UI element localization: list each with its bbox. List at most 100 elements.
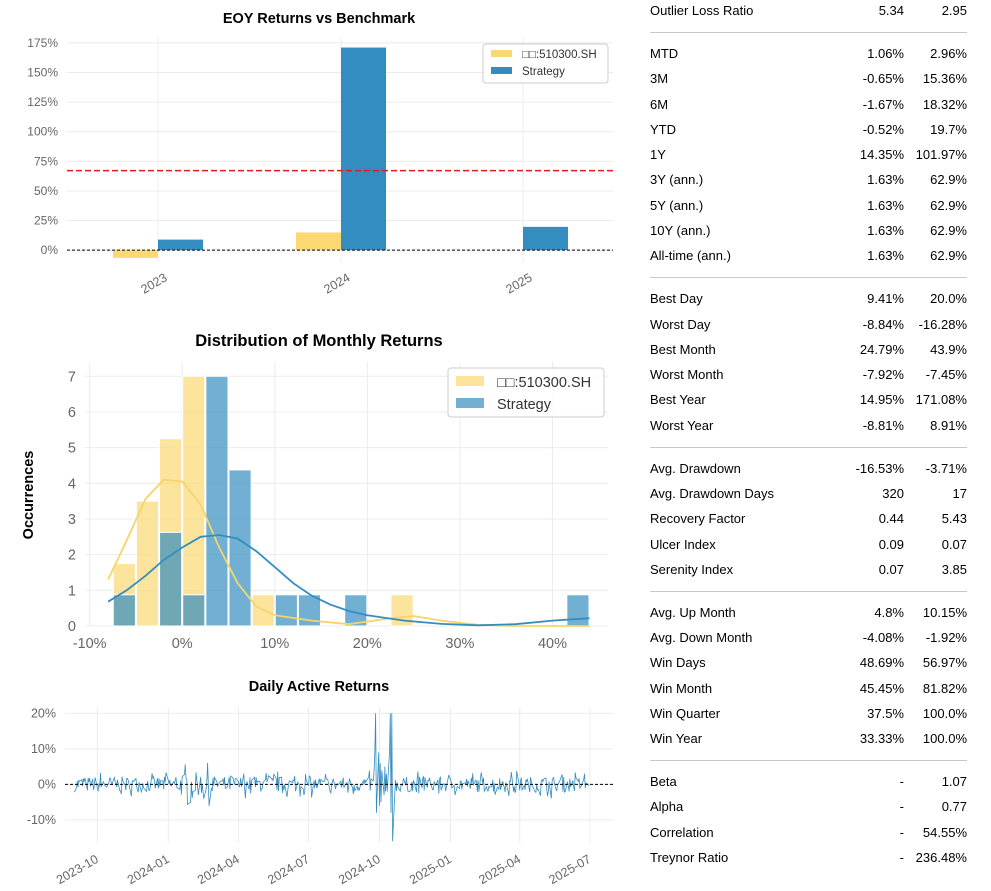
metric-row-serenity-index: Serenity Index 0.07 3.85 xyxy=(650,560,967,580)
eoy-chart-title: EOY Returns vs Benchmark xyxy=(223,11,416,27)
metric-strategy-value: 62.9% xyxy=(930,196,967,216)
metric-benchmark-value: 1.63% xyxy=(867,221,904,241)
metric-strategy-value: 0.07 xyxy=(942,535,967,555)
daily-x-tick-2024-07: 2024-07 xyxy=(265,852,312,887)
metric-strategy-value: 56.97% xyxy=(923,653,967,673)
eoy-x-tick-2023: 2023 xyxy=(138,270,169,296)
distribution-y-tick-0: 0 xyxy=(68,619,76,635)
metric-strategy-value: 62.9% xyxy=(930,246,967,266)
eoy-legend-swatch-strategy xyxy=(491,67,512,74)
metric-row-avg-up-month: Avg. Up Month 4.8% 10.15% xyxy=(650,603,967,623)
metric-row-10y-ann: 10Y (ann.) 1.63% 62.9% xyxy=(650,221,967,241)
eoy-bar-strategy-2023 xyxy=(158,240,203,251)
distribution-bar-strategy xyxy=(229,470,251,626)
distribution-chart-title: Distribution of Monthly Returns xyxy=(195,332,442,350)
metric-strategy-value: 20.0% xyxy=(930,289,967,309)
metric-strategy-value: 5.43 xyxy=(942,509,967,529)
metric-strategy-value: 81.82% xyxy=(923,679,967,699)
metric-label: 5Y (ann.) xyxy=(650,196,703,216)
eoy-y-tick-125: 125% xyxy=(27,95,58,109)
distribution-bar-strategy xyxy=(206,376,228,626)
metric-benchmark-value: -8.84% xyxy=(863,315,904,335)
metric-row-ytd: YTD -0.52% 19.7% xyxy=(650,120,967,140)
distribution-bar-strategy xyxy=(160,532,182,626)
metric-label: Avg. Drawdown Days xyxy=(650,484,774,504)
daily-chart-title: Daily Active Returns xyxy=(249,679,389,695)
metric-label: Worst Month xyxy=(650,365,723,385)
metrics-separator xyxy=(650,277,967,278)
metric-label: Recovery Factor xyxy=(650,509,745,529)
eoy-x-tick-2025: 2025 xyxy=(503,270,534,296)
distribution-y-tick-1: 1 xyxy=(68,583,76,599)
metric-benchmark-value: -0.52% xyxy=(863,120,904,140)
metric-label: 10Y (ann.) xyxy=(650,221,710,241)
metric-row-avg-down-month: Avg. Down Month -4.08% -1.92% xyxy=(650,628,967,648)
metric-strategy-value: -1.92% xyxy=(926,628,967,648)
metric-label: All-time (ann.) xyxy=(650,246,731,266)
metric-strategy-value: -3.71% xyxy=(926,459,967,479)
metric-label: Treynor Ratio xyxy=(650,848,728,868)
eoy-y-tick-175: 175% xyxy=(27,36,58,50)
metric-strategy-value: 54.55% xyxy=(923,823,967,843)
metric-row-3m: 3M -0.65% 15.36% xyxy=(650,69,967,89)
metric-label: Correlation xyxy=(650,823,714,843)
metric-strategy-value: 8.91% xyxy=(930,416,967,436)
metric-label: Avg. Up Month xyxy=(650,603,736,623)
metric-row-worst-month: Worst Month -7.92% -7.45% xyxy=(650,365,967,385)
metric-strategy-value: 19.7% xyxy=(930,120,967,140)
metric-label: Outlier Loss Ratio xyxy=(650,1,753,21)
metric-label: Win Month xyxy=(650,679,712,699)
metric-benchmark-value: 4.8% xyxy=(874,603,904,623)
metric-strategy-value: 18.32% xyxy=(923,95,967,115)
distribution-bar-strategy xyxy=(113,595,135,626)
metric-benchmark-value: -8.81% xyxy=(863,416,904,436)
metric-strategy-value: 171.08% xyxy=(916,390,967,410)
metric-label: Beta xyxy=(650,772,677,792)
daily-y-tick-10: 10% xyxy=(31,742,56,756)
metric-row-win-month: Win Month 45.45% 81.82% xyxy=(650,679,967,699)
metric-row-correlation: Correlation - 54.55% xyxy=(650,823,967,843)
metric-strategy-value: 100.0% xyxy=(923,729,967,749)
metric-strategy-value: 3.85 xyxy=(942,560,967,580)
metric-label: Avg. Down Month xyxy=(650,628,752,648)
metric-row-1y: 1Y 14.35% 101.97% xyxy=(650,145,967,165)
distribution-bar-510300-sh xyxy=(183,376,205,626)
eoy-legend: □□:510300.SH Strategy xyxy=(483,44,608,83)
distribution-bar-strategy xyxy=(183,595,205,626)
metric-benchmark-value: 0.09 xyxy=(879,535,904,555)
metric-strategy-value: 62.9% xyxy=(930,221,967,241)
metric-benchmark-value: -4.08% xyxy=(863,628,904,648)
daily-x-tick-2025-01: 2025-01 xyxy=(407,852,454,887)
distribution-bar-strategy xyxy=(567,595,589,626)
eoy-legend-label-benchmark: □□:510300.SH xyxy=(522,49,597,61)
metric-strategy-value: -16.28% xyxy=(919,315,967,335)
metric-row-avg-drawdown-days: Avg. Drawdown Days 320 17 xyxy=(650,484,967,504)
distribution-x-tick-30: 30% xyxy=(445,636,474,652)
metric-benchmark-value: - xyxy=(900,823,904,843)
distribution-legend-label-strategy: Strategy xyxy=(497,397,552,413)
metric-strategy-value: 1.07 xyxy=(942,772,967,792)
distribution-y-tick-4: 4 xyxy=(68,476,76,492)
daily-x-tick-2025-04: 2025-04 xyxy=(476,852,523,887)
metric-label: Win Quarter xyxy=(650,704,720,724)
metric-label: Alpha xyxy=(650,797,683,817)
metric-benchmark-value: 14.95% xyxy=(860,390,904,410)
daily-x-tick-2024-10: 2024-10 xyxy=(336,852,383,887)
eoy-y-tick-75: 75% xyxy=(34,154,58,168)
eoy-returns-chart: EOY Returns vs Benchmark 0% 25% 50% 75% 100%… xyxy=(27,11,613,297)
metric-row-win-days: Win Days 48.69% 56.97% xyxy=(650,653,967,673)
metric-row-best-year: Best Year 14.95% 171.08% xyxy=(650,390,967,410)
metric-strategy-value: 17 xyxy=(953,484,967,504)
eoy-bar-510300-sh-2024 xyxy=(296,232,341,250)
metric-strategy-value: 0.77 xyxy=(942,797,967,817)
metric-row-worst-year: Worst Year -8.81% 8.91% xyxy=(650,416,967,436)
metric-row-recovery-factor: Recovery Factor 0.44 5.43 xyxy=(650,509,967,529)
metric-strategy-value: 10.15% xyxy=(923,603,967,623)
metric-benchmark-value: 320 xyxy=(882,484,904,504)
metric-label: Best Day xyxy=(650,289,703,309)
eoy-bar-strategy-2025 xyxy=(523,227,568,250)
metric-benchmark-value: 1.63% xyxy=(867,246,904,266)
daily-returns-line xyxy=(74,713,589,841)
metric-benchmark-value: - xyxy=(900,797,904,817)
metric-benchmark-value: 9.41% xyxy=(867,289,904,309)
